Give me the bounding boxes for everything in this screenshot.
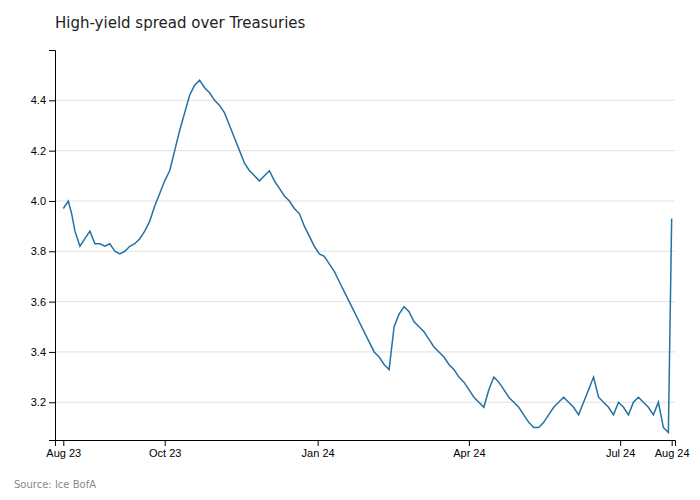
tick-mark [318,440,319,446]
grid-line [55,402,675,403]
tick: 4.0 [31,195,55,207]
tick-label: Aug 24 [655,447,690,459]
tick: Jan 24 [302,440,335,459]
grid-line [55,100,675,101]
tick-mark [63,440,64,446]
grid [55,100,675,402]
chart: Aug 23Oct 23Jan 24Apr 24Jul 24Aug 243.23… [0,0,700,500]
tick: Jul 24 [606,440,635,459]
tick: Aug 23 [46,440,81,459]
x-axis: Aug 23 Oct 23 Jan 24 Apr 24 Jul 24 Aug 24 [46,440,689,459]
tick: 3.8 [31,245,55,257]
grid-line [55,200,675,201]
tick-label: 4.4 [31,94,46,106]
tick-mark [620,440,621,446]
tick-label: 4.2 [31,145,46,157]
tick-mark [49,151,55,152]
plot-area: Aug 23Oct 23Jan 24Apr 24Jul 24Aug 243.23… [31,51,690,459]
tick-mark [49,100,55,101]
grid-line [55,301,675,302]
line [63,80,671,432]
marks [63,80,671,432]
tick: 4.2 [31,145,55,157]
tick-label: 4.0 [31,195,46,207]
tick-mark [469,440,470,446]
grid-line [55,251,675,252]
tick-mark [49,352,55,353]
tick-mark [672,440,673,446]
grid-line [55,351,675,352]
tick: Oct 23 [149,440,181,459]
tick-mark [49,251,55,252]
tick-label: 3.2 [31,396,46,408]
tick-mark [49,402,55,403]
axis-line [56,441,676,447]
title: High-yield spread over Treasuries [55,14,306,32]
axis-line [49,51,56,441]
tick: 3.4 [31,346,55,358]
tick: Aug 24 [655,440,690,459]
tick-label: 3.4 [31,346,46,358]
tick-label: 3.6 [31,296,46,308]
tick-label: Jul 24 [606,447,635,459]
tick-label: Jan 24 [302,447,335,459]
tick-mark [49,302,55,303]
tick: 4.4 [31,94,55,106]
grid-line [55,150,675,151]
tick-mark [49,201,55,202]
tick: 3.6 [31,296,55,308]
tick-label: 3.8 [31,245,46,257]
tick-label: Apr 24 [453,447,485,459]
y-axis: 3.2 3.4 3.6 3.8 4.0 4.2 4.4 [31,51,56,441]
tick: Apr 24 [453,440,485,459]
tick-label: Aug 23 [46,447,81,459]
annotation: Source: Ice BofA [14,479,96,490]
tick: 3.2 [31,396,55,408]
tick-label: Oct 23 [149,447,181,459]
tick-mark [165,440,166,446]
